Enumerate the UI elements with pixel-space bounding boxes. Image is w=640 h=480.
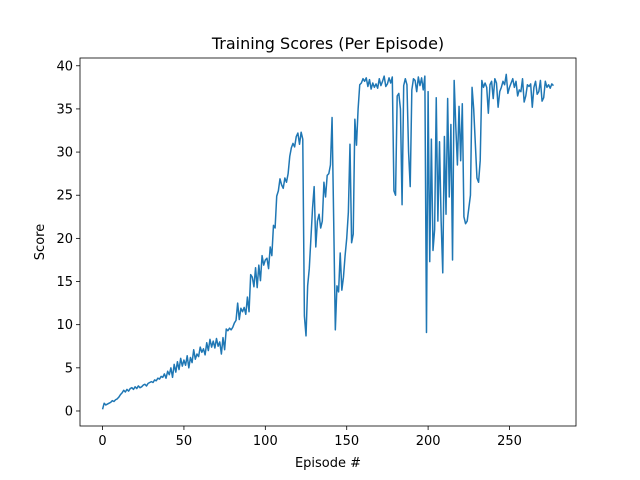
- y-tick-label: 5: [65, 361, 73, 376]
- x-tick-label: 0: [98, 434, 106, 449]
- x-tick-label: 250: [497, 434, 522, 449]
- plot-frame: [79, 57, 577, 427]
- x-axis-label: Episode #: [295, 456, 361, 471]
- y-tick-label: 20: [56, 232, 73, 247]
- y-tick-label: 0: [65, 404, 73, 419]
- x-tick-label: 50: [176, 434, 193, 449]
- chart-title: Training Scores (Per Episode): [211, 34, 444, 53]
- y-tick-label: 25: [56, 189, 73, 204]
- x-tick-label: 100: [253, 434, 278, 449]
- y-tick-label: 10: [56, 318, 73, 333]
- y-tick-label: 30: [56, 146, 73, 161]
- x-tick-label: 200: [416, 434, 441, 449]
- x-tick-label: 150: [334, 434, 359, 449]
- y-tick-label: 35: [56, 102, 73, 117]
- y-tick-label: 15: [56, 275, 73, 290]
- y-axis-label: Score: [33, 224, 48, 260]
- y-tick-label: 40: [56, 59, 73, 74]
- score-line: [101, 73, 554, 410]
